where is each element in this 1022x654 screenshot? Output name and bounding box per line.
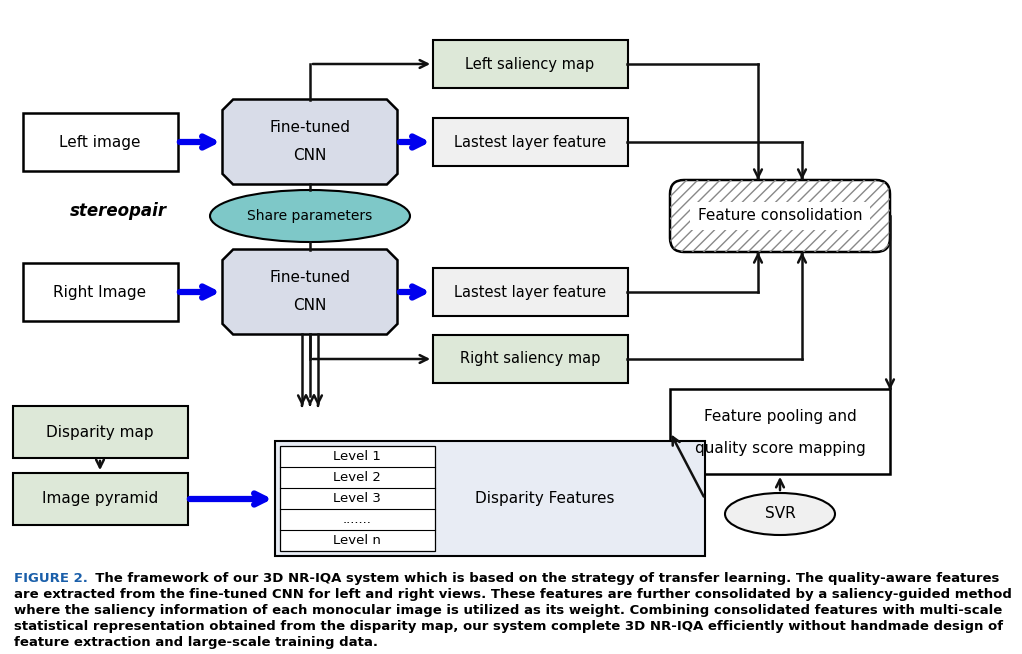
Ellipse shape xyxy=(725,493,835,535)
Text: Level n: Level n xyxy=(333,534,381,547)
Ellipse shape xyxy=(210,190,410,242)
Text: quality score mapping: quality score mapping xyxy=(695,441,866,455)
Bar xyxy=(433,268,628,316)
Text: statistical representation obtained from the disparity map, our system complete : statistical representation obtained from… xyxy=(14,620,1004,633)
Bar xyxy=(280,467,435,488)
Bar xyxy=(280,509,435,530)
Text: Feature pooling and: Feature pooling and xyxy=(703,409,856,424)
Text: CNN: CNN xyxy=(293,148,327,164)
Text: .......: ....... xyxy=(342,513,371,526)
Text: are extracted from the fine-tuned CNN for left and right views. These features a: are extracted from the fine-tuned CNN fo… xyxy=(14,588,1012,601)
Bar xyxy=(280,530,435,551)
Text: Share parameters: Share parameters xyxy=(247,209,373,223)
Bar xyxy=(670,389,890,474)
Text: Disparity map: Disparity map xyxy=(46,424,154,439)
Text: Level 3: Level 3 xyxy=(333,492,381,505)
Text: Left saliency map: Left saliency map xyxy=(465,56,595,71)
Bar xyxy=(13,406,188,458)
Bar xyxy=(24,263,178,321)
Bar xyxy=(275,441,705,556)
Text: The framework of our 3D NR-IQA system which is based on the strategy of transfer: The framework of our 3D NR-IQA system wh… xyxy=(86,572,1000,585)
Text: Level 2: Level 2 xyxy=(333,471,381,484)
Polygon shape xyxy=(223,99,398,184)
Text: Lastest layer feature: Lastest layer feature xyxy=(454,135,606,150)
Text: Disparity Features: Disparity Features xyxy=(475,492,615,506)
Text: SVR: SVR xyxy=(764,506,795,521)
Bar xyxy=(690,202,870,230)
Bar xyxy=(433,118,628,166)
Bar xyxy=(13,473,188,525)
Bar xyxy=(433,40,628,88)
Text: Fine-tuned: Fine-tuned xyxy=(270,271,351,286)
Polygon shape xyxy=(223,249,398,334)
Text: Right Image: Right Image xyxy=(53,284,146,300)
Text: CNN: CNN xyxy=(293,298,327,313)
Text: Right saliency map: Right saliency map xyxy=(460,351,600,366)
Text: stereopair: stereopair xyxy=(69,202,168,220)
Text: Fine-tuned: Fine-tuned xyxy=(270,120,351,135)
Bar xyxy=(24,113,178,171)
Bar xyxy=(433,335,628,383)
Text: FIGURE 2.: FIGURE 2. xyxy=(14,572,88,585)
FancyBboxPatch shape xyxy=(670,180,890,252)
Bar xyxy=(280,488,435,509)
Text: feature extraction and large-scale training data.: feature extraction and large-scale train… xyxy=(14,636,378,649)
Bar xyxy=(280,446,435,551)
Bar xyxy=(280,446,435,467)
Text: Left image: Left image xyxy=(59,135,141,150)
Text: Image pyramid: Image pyramid xyxy=(42,492,158,506)
Text: where the saliency information of each monocular image is utilized as its weight: where the saliency information of each m… xyxy=(14,604,1003,617)
Text: Feature consolidation: Feature consolidation xyxy=(698,209,863,224)
Text: Lastest layer feature: Lastest layer feature xyxy=(454,284,606,300)
Text: Level 1: Level 1 xyxy=(333,450,381,463)
